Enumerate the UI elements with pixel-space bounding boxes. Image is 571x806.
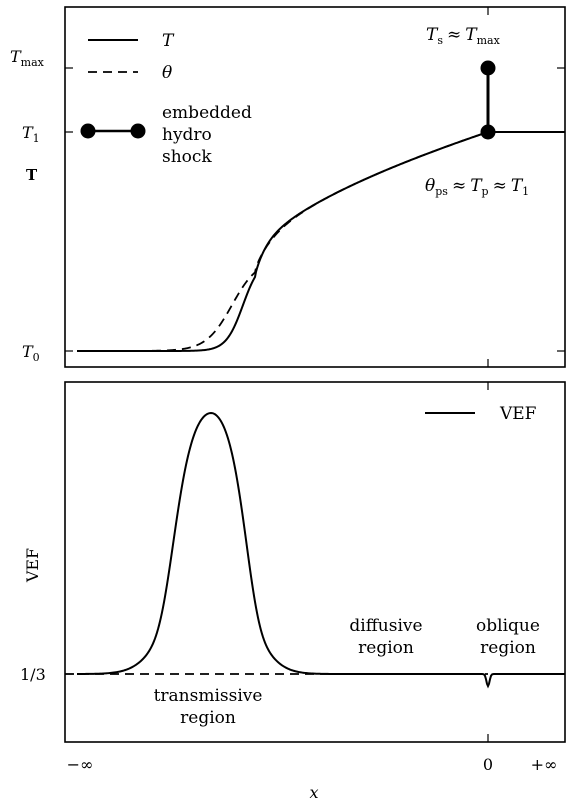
region-diffusive-line2: region — [358, 638, 414, 658]
region-oblique-line1: oblique — [476, 616, 540, 636]
legend-theta-label: θ — [162, 63, 172, 83]
bottom-ticks — [65, 382, 565, 742]
top-legend: T θ embedded hydro shock — [80, 31, 252, 167]
tick-label-t0: T0 — [22, 342, 40, 364]
legend-shock-label-3: shock — [162, 147, 212, 167]
series-theta-line — [77, 131, 489, 352]
bottom-panel-frame — [64, 381, 566, 743]
annotation-ts-approx-tmax: Ts ≈ Tmax — [426, 25, 501, 47]
region-transmissive-line2: region — [180, 708, 236, 728]
shock-post-point — [480, 124, 496, 140]
top-panel-frame — [64, 6, 566, 368]
annotation-theta-ps-approx: θps ≈ Tp ≈ T1 — [425, 176, 529, 198]
series-T-line — [77, 131, 565, 352]
x-tick-zero: 0 — [483, 755, 493, 774]
legend-shock-label-2: hydro — [162, 125, 212, 145]
region-transmissive-line1: transmissive — [154, 686, 263, 706]
x-tick-plus-inf: +∞ — [531, 755, 558, 774]
x-tick-minus-inf: −∞ — [67, 755, 94, 774]
legend-VEF-label: VEF — [499, 404, 537, 424]
tick-label-one-third: 1/3 — [20, 665, 46, 684]
x-axis-label: x — [309, 783, 318, 802]
tick-label-tmax: Tmax — [10, 47, 45, 69]
region-diffusive-line1: diffusive — [349, 616, 422, 636]
bottom-ylabel: VEF — [23, 548, 42, 583]
legend-shock-label-1: embedded — [162, 103, 252, 123]
top-ylabel: T — [26, 166, 38, 184]
legend-shock-dot-left — [80, 123, 96, 139]
legend-T-label: T — [162, 31, 175, 51]
tick-label-t1: T1 — [22, 123, 40, 145]
series-VEF-line — [76, 411, 565, 689]
legend-shock-dot-right — [130, 123, 146, 139]
region-oblique-line2: region — [480, 638, 536, 658]
shock-max-point — [480, 60, 496, 76]
